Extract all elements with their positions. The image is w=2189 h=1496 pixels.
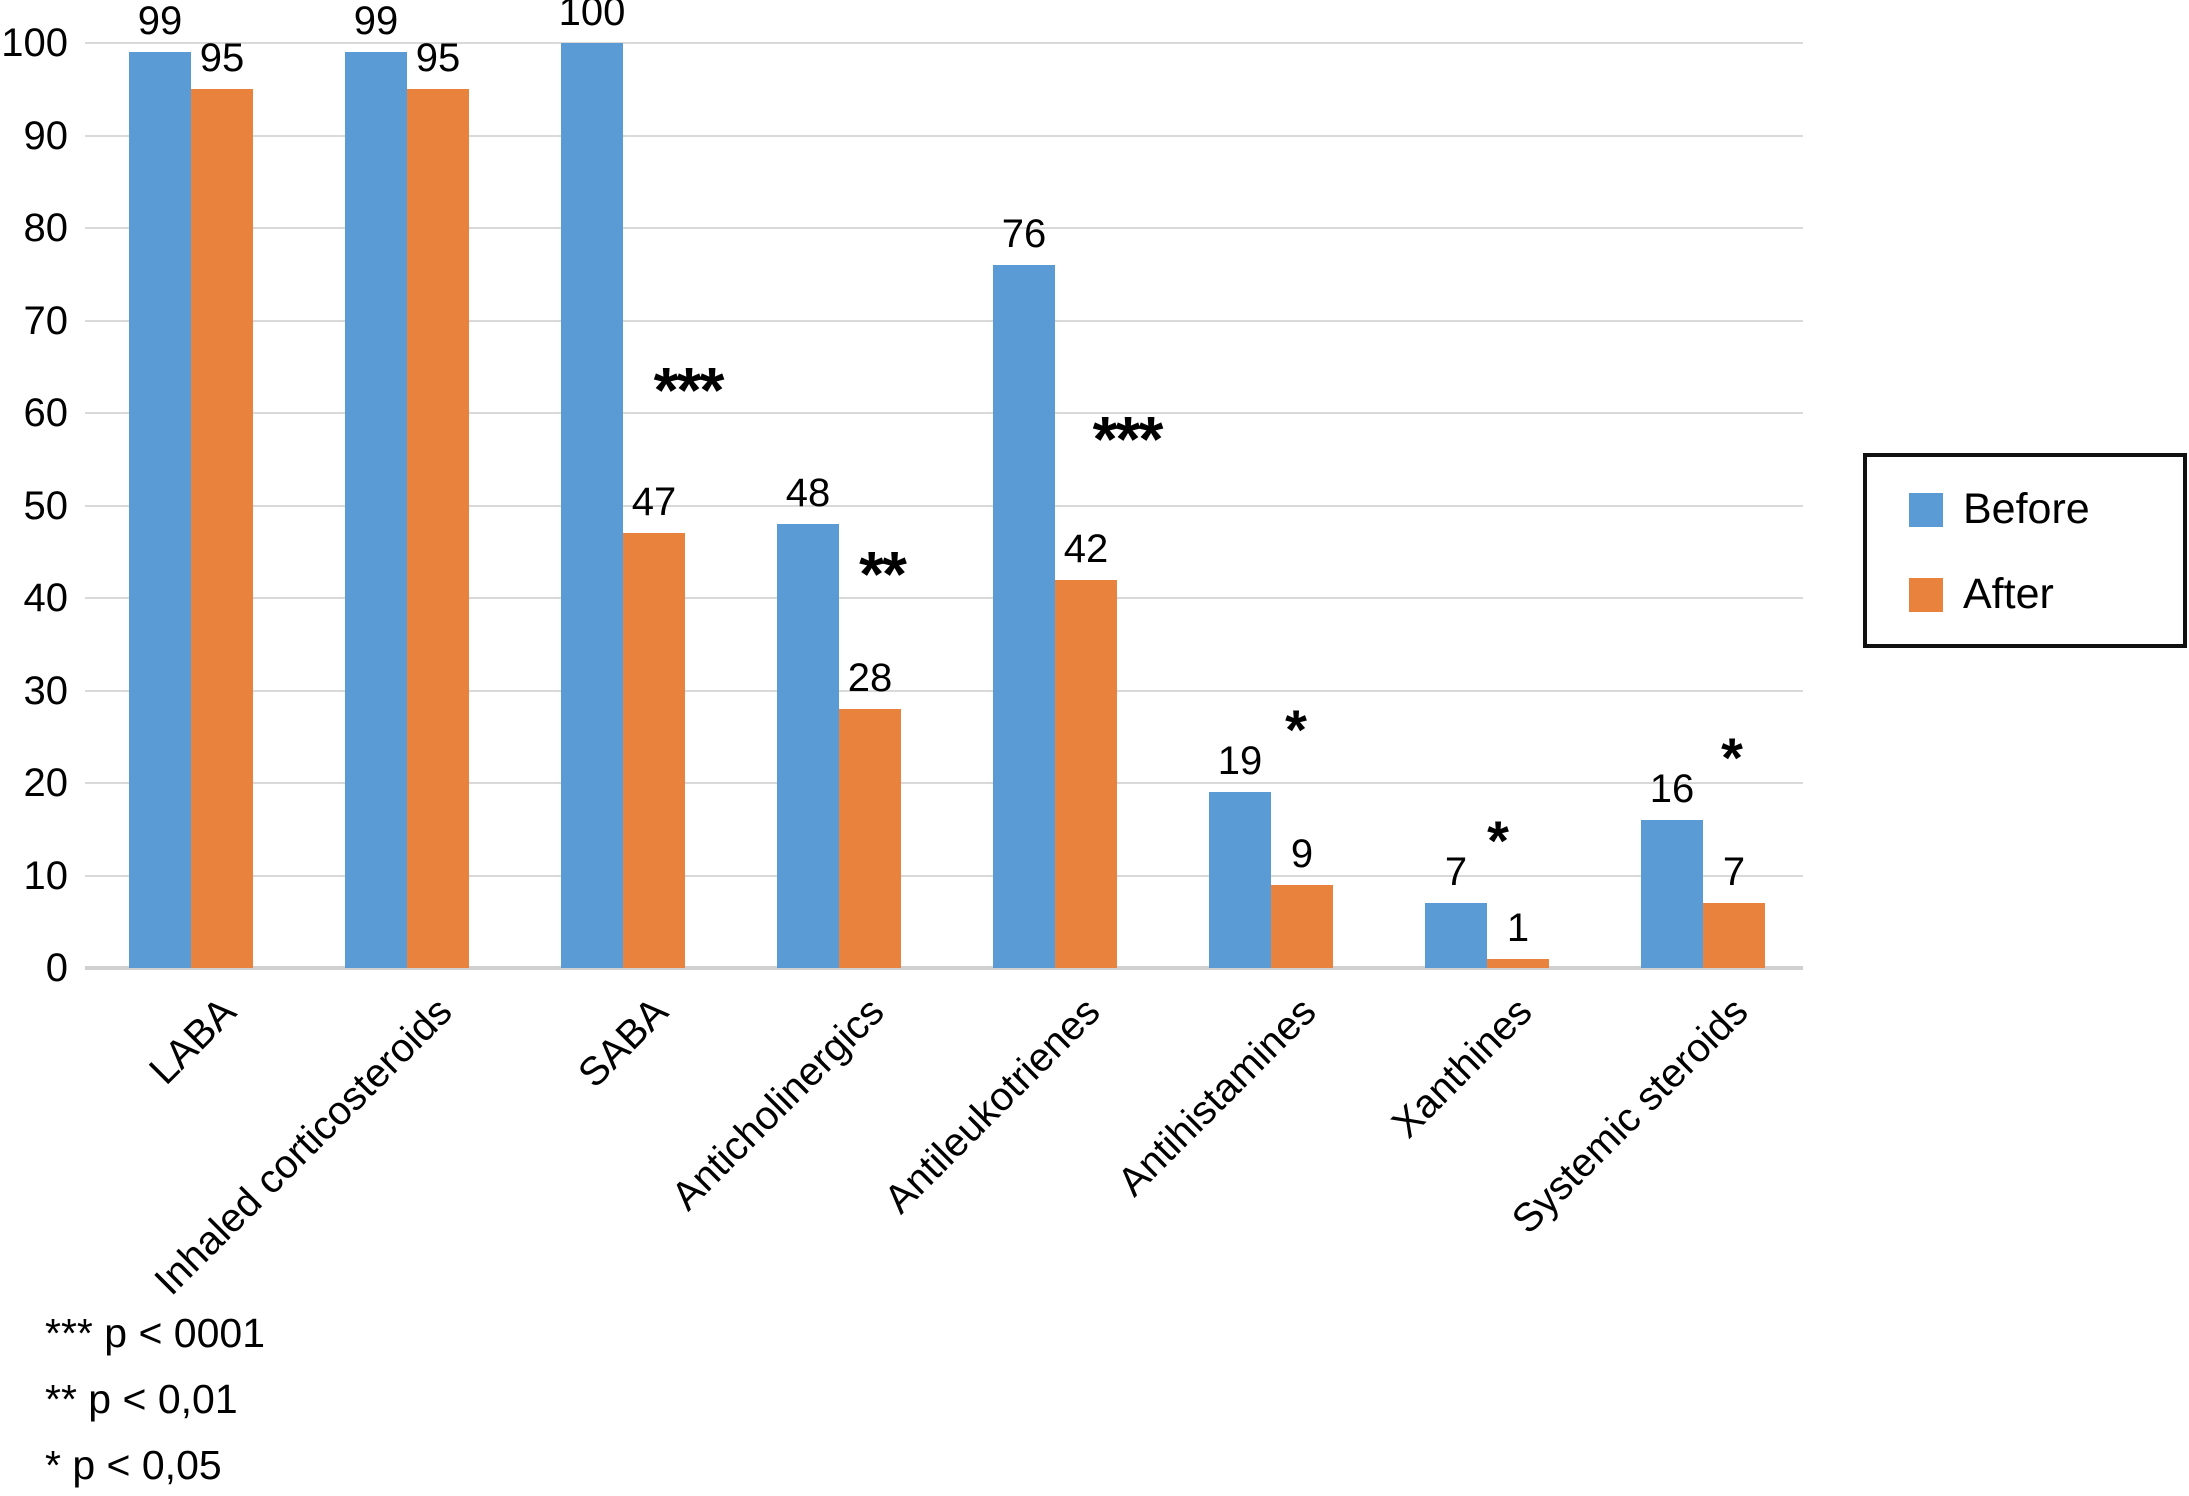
significance-marker-saba: *** [653, 354, 725, 426]
legend-box: Before After [1863, 453, 2187, 648]
bar-before-anticholinergics [777, 524, 839, 968]
x-axis-label-systemic-steroids: Systemic steroids [1503, 989, 1757, 1243]
x-axis-label-anticholinergics: Anticholinergics [663, 989, 893, 1219]
value-label-before-saba: 100 [558, 0, 626, 34]
after-swatch-icon [1909, 577, 1943, 612]
significance-marker-anticholinergics: ** [859, 538, 907, 610]
gridline-70 [85, 319, 1803, 322]
bar-before-antihistamines [1209, 792, 1271, 968]
bar-after-inhaled-corticosteroids [407, 89, 469, 968]
bar-after-laba [191, 89, 253, 968]
value-label-after-antileukotrienes: 42 [1063, 526, 1109, 571]
bar-before-saba [561, 43, 623, 968]
value-label-before-laba: 99 [137, 0, 183, 44]
value-label-after-saba: 47 [631, 480, 677, 525]
value-label-before-antihistamines: 19 [1217, 739, 1263, 784]
bar-before-systemic-steroids [1641, 820, 1703, 968]
gridline-50 [85, 504, 1803, 507]
x-axis-label-saba: SABA [569, 989, 677, 1096]
value-label-after-xanthines: 1 [1506, 905, 1530, 950]
gridline-40 [85, 597, 1803, 599]
value-label-after-inhaled-corticosteroids: 95 [415, 36, 461, 81]
x-axis-label-antihistamines: Antihistamines [1109, 989, 1325, 1205]
bar-after-systemic-steroids [1703, 903, 1765, 968]
gridline-30 [85, 689, 1803, 692]
significance-marker-xanthines: * [1487, 809, 1509, 873]
gridline-10 [85, 874, 1803, 877]
y-tick-label-10: 10 [23, 853, 69, 898]
bar-after-saba [623, 533, 685, 968]
gridline-20 [85, 782, 1803, 784]
value-label-after-laba: 95 [199, 36, 245, 81]
x-axis-label-xanthines: Xanthines [1383, 989, 1541, 1147]
value-label-before-xanthines: 7 [1444, 850, 1468, 895]
y-tick-label-0: 0 [45, 946, 68, 990]
footnote-p-001: ** p < 0,01 [45, 1376, 238, 1422]
gridline-100 [85, 42, 1803, 44]
value-label-before-inhaled-corticosteroids: 99 [353, 0, 399, 44]
gridline-90 [85, 134, 1803, 137]
value-label-after-anticholinergics: 28 [847, 656, 893, 700]
y-tick-label-50: 50 [23, 483, 69, 528]
y-tick-label-60: 60 [23, 391, 69, 435]
y-tick-label-20: 20 [23, 761, 69, 805]
footnote-p-005: * p < 0,05 [45, 1442, 222, 1488]
legend-item-after: After [1909, 570, 2054, 619]
y-tick-label-100: 100 [1, 21, 68, 65]
y-tick-label-30: 30 [23, 668, 69, 713]
significance-marker-systemic-steroids: * [1721, 726, 1743, 789]
bar-before-laba [129, 52, 191, 968]
significance-marker-antileukotrienes: *** [1092, 403, 1164, 475]
bar-after-antileukotrienes [1055, 579, 1117, 968]
value-label-after-antihistamines: 9 [1290, 831, 1314, 876]
significance-footnotes: *** p < 0001 ** p < 0,01 * p < 0,05 [45, 1300, 265, 1496]
legend-item-before: Before [1909, 485, 2090, 534]
gridline-60 [85, 412, 1803, 414]
bar-after-xanthines [1487, 958, 1549, 968]
value-label-before-antileukotrienes: 76 [1001, 212, 1047, 256]
footnote-p-0001: *** p < 0001 [45, 1310, 265, 1356]
value-label-before-anticholinergics: 48 [785, 471, 831, 515]
bar-before-xanthines [1425, 903, 1487, 968]
y-tick-label-40: 40 [23, 576, 69, 620]
y-tick-label-70: 70 [23, 298, 69, 343]
gridline-80 [85, 227, 1803, 229]
value-label-after-systemic-steroids: 7 [1722, 850, 1746, 895]
bar-after-anticholinergics [839, 709, 901, 968]
x-axis-label-antileukotrienes: Antileukotrienes [876, 989, 1109, 1222]
y-tick-label-80: 80 [23, 206, 69, 250]
before-swatch-icon [1909, 492, 1943, 527]
legend-label-after: After [1963, 570, 2054, 618]
bar-before-inhaled-corticosteroids [345, 52, 407, 968]
x-axis-line [85, 966, 1803, 970]
bar-before-antileukotrienes [993, 265, 1055, 968]
y-tick-label-90: 90 [23, 113, 69, 158]
bar-after-antihistamines [1271, 884, 1333, 968]
significance-marker-antihistamines: * [1285, 698, 1307, 762]
legend-label-before: Before [1963, 485, 2090, 533]
value-label-before-systemic-steroids: 16 [1649, 767, 1695, 811]
